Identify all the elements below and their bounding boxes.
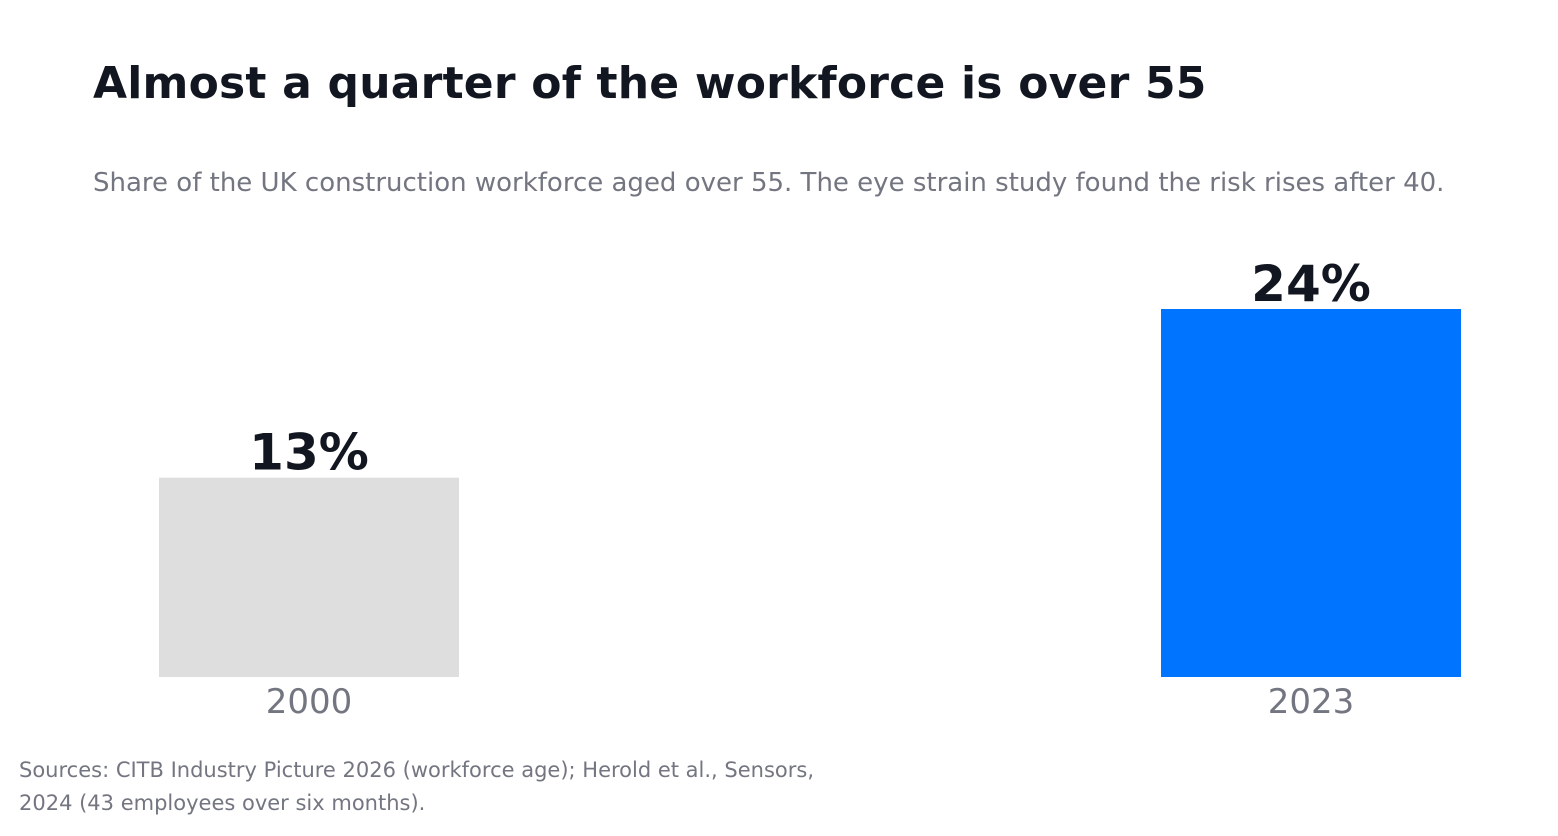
chart-title: Almost a quarter of the workforce is ove… xyxy=(93,58,1207,109)
value-label-2023: 24% xyxy=(1251,255,1371,313)
bar-2000 xyxy=(159,477,459,677)
bar-2023 xyxy=(1161,309,1461,677)
x-tick-label-2023: 2023 xyxy=(1268,682,1355,722)
value-label-2000: 13% xyxy=(249,424,369,482)
x-tick-label-2000: 2000 xyxy=(266,682,353,722)
source-note: Sources: CITB Industry Picture 2026 (wor… xyxy=(19,758,815,815)
chart-subtitle: Share of the UK construction workforce a… xyxy=(93,168,1445,198)
